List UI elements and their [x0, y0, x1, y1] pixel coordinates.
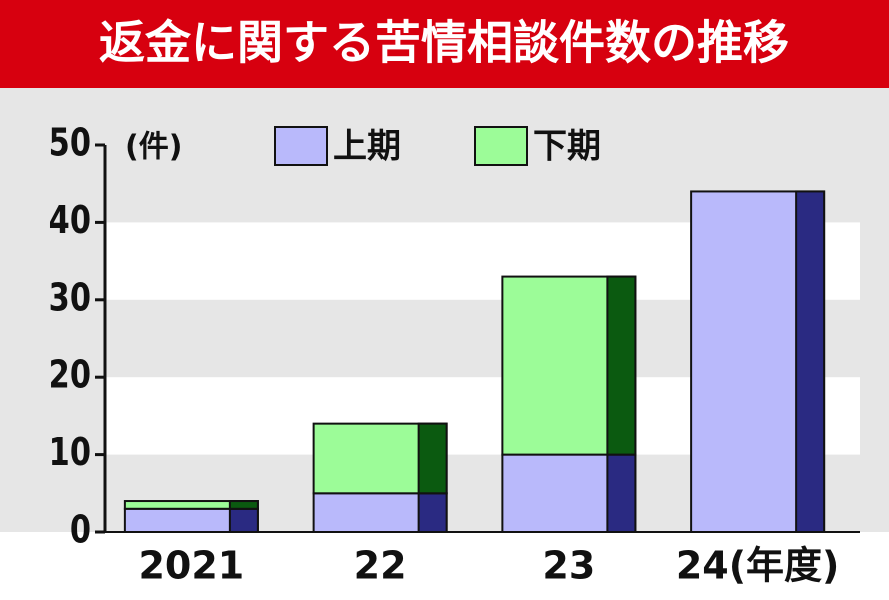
bar-shade: [795, 190, 826, 533]
legend-swatch: [274, 126, 328, 166]
bottom-background: [0, 532, 889, 600]
chart-title: 返金に関する苦情相談件数の推移: [99, 16, 789, 70]
bar-shade: [417, 422, 448, 495]
title-banner: [0, 0, 889, 88]
bar-shade: [606, 275, 637, 456]
x-tick-label: 22: [354, 544, 407, 588]
y-tick-label: 30: [49, 276, 91, 320]
legend-label: 上期: [333, 127, 401, 167]
x-tick-label: 24(年度): [676, 544, 840, 588]
bar-shade: [228, 500, 259, 510]
legend-swatch: [474, 126, 528, 166]
bar-shade: [606, 453, 637, 534]
y-tick-label: 20: [49, 353, 91, 397]
bar-shade: [417, 492, 448, 533]
y-unit: (件): [125, 130, 182, 165]
legend-label: 下期: [533, 127, 601, 167]
y-tick-label: 40: [49, 199, 91, 243]
y-tick-label: 0: [70, 508, 91, 552]
x-tick-label: 2021: [138, 544, 244, 588]
bar-shade: [228, 507, 259, 533]
x-tick-label: 23: [542, 544, 595, 588]
y-tick-label: 10: [49, 431, 91, 475]
y-tick-label: 50: [49, 121, 91, 165]
